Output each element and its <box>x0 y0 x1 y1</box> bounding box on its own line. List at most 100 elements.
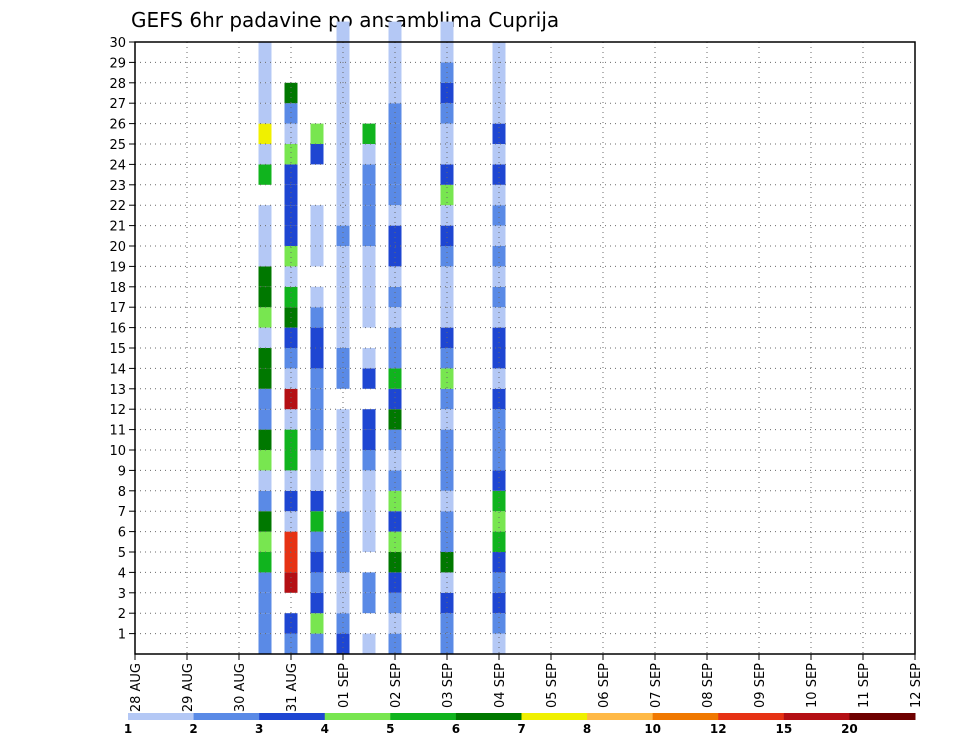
heatmap-cell <box>284 348 298 369</box>
y-tick-label: 5 <box>118 546 126 561</box>
heatmap-cell <box>440 225 454 246</box>
heatmap-cell <box>440 103 454 124</box>
x-tick-label: 30 AUG <box>233 663 248 712</box>
heatmap-cell <box>492 511 506 532</box>
heatmap-cell <box>284 409 298 430</box>
x-tick-label: 31 AUG <box>285 663 300 712</box>
heatmap-cell <box>310 327 324 348</box>
heatmap-cell <box>440 123 454 144</box>
heatmap-cell <box>362 592 376 614</box>
heatmap-cell <box>310 246 324 267</box>
heatmap-cell <box>440 164 454 185</box>
heatmap-cell <box>310 225 324 246</box>
heatmap-cell <box>492 103 506 124</box>
heatmap-cell <box>440 348 454 369</box>
heatmap-cell <box>362 572 376 593</box>
heatmap-cell <box>388 429 402 450</box>
heatmap-cell <box>284 103 298 124</box>
y-tick-label: 10 <box>109 444 126 459</box>
y-tick-label: 17 <box>109 301 126 316</box>
heatmap-cell <box>258 286 272 308</box>
heatmap-cell <box>492 470 506 491</box>
heatmap-cell <box>284 531 298 552</box>
y-tick-label: 4 <box>118 566 126 581</box>
heatmap-cell <box>492 368 506 389</box>
heatmap-cell <box>336 144 350 165</box>
heatmap-cell <box>258 307 272 328</box>
heatmap-cell <box>310 286 324 308</box>
heatmap-cell <box>258 490 272 512</box>
heatmap-cell <box>258 470 272 491</box>
heatmap-cell <box>440 613 454 634</box>
heatmap-cell <box>284 144 298 165</box>
legend-swatch <box>128 713 195 720</box>
heatmap-cell <box>336 225 350 246</box>
heatmap-cell <box>362 225 376 246</box>
heatmap-cell <box>440 184 454 206</box>
heatmap-cell <box>388 144 402 165</box>
heatmap-cell <box>388 205 402 226</box>
heatmap-cell <box>440 368 454 389</box>
y-tick-label: 6 <box>118 526 126 541</box>
heatmap-cell <box>440 490 454 512</box>
heatmap-cell <box>258 144 272 165</box>
heatmap-cell <box>388 21 402 42</box>
heatmap-cell <box>284 470 298 491</box>
heatmap-cell <box>362 490 376 512</box>
heatmap-cell <box>336 164 350 185</box>
heatmap-cell <box>388 348 402 369</box>
heatmap-cell <box>362 409 376 430</box>
heatmap-cell <box>258 552 272 573</box>
heatmap-cell <box>284 368 298 389</box>
heatmap-cell <box>440 144 454 165</box>
heatmap-cell <box>440 266 454 287</box>
y-tick-label: 11 <box>109 424 126 439</box>
heatmap-cell <box>336 368 350 389</box>
y-tick-label: 26 <box>109 118 126 133</box>
heatmap-cell <box>362 633 376 654</box>
heatmap-cell <box>258 225 272 246</box>
heatmap-cell <box>388 613 402 634</box>
heatmap-cell <box>388 123 402 144</box>
legend-swatch <box>455 713 522 720</box>
heatmap-cell <box>492 531 506 552</box>
heatmap-cell <box>284 388 298 410</box>
heatmap-cell <box>336 490 350 512</box>
heatmap-cell <box>310 123 324 144</box>
y-tick-label: 24 <box>109 158 126 173</box>
heatmap-cell <box>258 450 272 471</box>
heatmap-cell <box>336 348 350 369</box>
y-tick-label: 1 <box>118 628 126 643</box>
y-tick-label: 9 <box>118 464 126 479</box>
heatmap-cell <box>284 429 298 450</box>
heatmap-cell <box>492 225 506 246</box>
legend-swatch <box>390 713 457 720</box>
heatmap-cells <box>258 21 506 654</box>
heatmap-cell <box>310 307 324 328</box>
color-legend: 1 2 3 4 5 6 7 8 10 12 15 20 <box>124 713 916 736</box>
y-tick-label: 29 <box>109 56 126 71</box>
x-tick-label: 06 SEP <box>597 663 612 708</box>
heatmap-cell <box>362 368 376 389</box>
heatmap-cell <box>440 633 454 654</box>
heatmap-cell <box>388 633 402 654</box>
heatmap-cell <box>440 511 454 532</box>
heatmap-cell <box>492 144 506 165</box>
x-tick-label: 02 SEP <box>389 663 404 708</box>
heatmap-cell <box>388 531 402 552</box>
heatmap-cell <box>440 409 454 430</box>
heatmap-cell <box>440 246 454 267</box>
x-tick-label: 28 AUG <box>129 663 144 712</box>
heatmap-cell <box>336 429 350 450</box>
y-tick-label: 30 <box>109 36 126 51</box>
heatmap-cell <box>258 103 272 124</box>
heatmap-cell <box>284 123 298 144</box>
heatmap-cell <box>362 286 376 308</box>
heatmap-cell <box>284 450 298 471</box>
heatmap-cell <box>310 511 324 532</box>
heatmap-cell <box>258 266 272 287</box>
heatmap-cell <box>492 164 506 185</box>
heatmap-cell <box>258 388 272 410</box>
x-tick-label: 10 SEP <box>805 663 820 708</box>
